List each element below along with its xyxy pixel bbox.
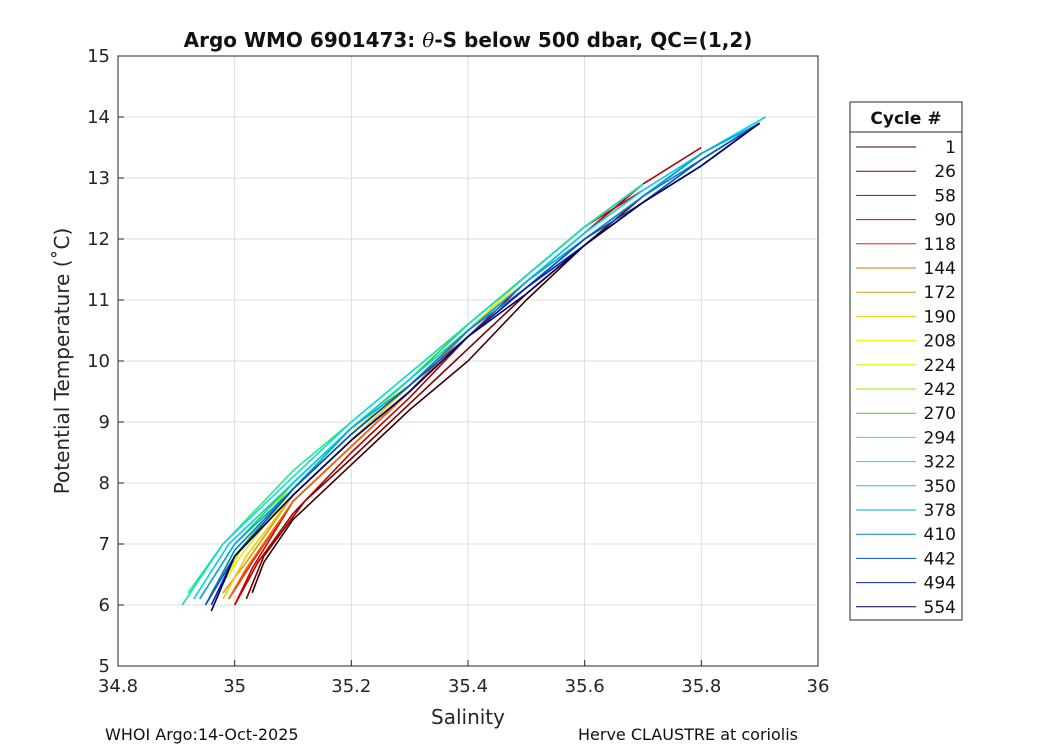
chart-title: Argo WMO 6901473: θ-S below 500 dbar, QC… xyxy=(184,28,753,52)
x-tick-label: 35.6 xyxy=(565,676,605,697)
legend-item: 172 xyxy=(856,283,956,303)
legend-label: 224 xyxy=(924,356,956,376)
y-tick-label: 10 xyxy=(87,351,110,372)
y-tick-label: 6 xyxy=(99,595,110,616)
legend-label: 190 xyxy=(924,307,956,327)
y-tick-label: 8 xyxy=(99,473,110,494)
legend-item: 190 xyxy=(856,307,956,327)
x-tick-label: 35 xyxy=(223,676,246,697)
y-tick-label: 9 xyxy=(99,412,110,433)
legend-item: 442 xyxy=(856,549,956,569)
legend-label: 58 xyxy=(934,186,956,206)
footer-operator: Herve CLAUSTRE at coriolis xyxy=(578,725,798,744)
legend: Cycle # 1 26 58 90 118 144 172 190 208 224 242 270 2… xyxy=(849,101,963,621)
legend-label: 1 xyxy=(945,138,956,158)
y-axis-label: Potential Temperature (˚C) xyxy=(50,228,74,495)
footer-credit: WHOI Argo:14-Oct-2025 xyxy=(105,725,299,744)
legend-item: 26 xyxy=(856,162,956,182)
legend-label: 410 xyxy=(924,525,956,545)
x-tick-label: 34.8 xyxy=(98,676,138,697)
legend-label: 172 xyxy=(924,283,956,303)
legend-label: 554 xyxy=(924,598,956,618)
legend-item: 378 xyxy=(856,501,956,521)
y-tick-label: 7 xyxy=(99,534,110,555)
plot-lines xyxy=(181,116,766,612)
legend-label: 494 xyxy=(924,574,956,594)
legend-box xyxy=(849,101,963,621)
legend-label: 294 xyxy=(924,428,956,448)
x-tick-label: 35.8 xyxy=(681,676,721,697)
series-line-cycle-322 xyxy=(181,183,644,606)
legend-item: 242 xyxy=(856,380,956,400)
legend-label: 26 xyxy=(934,162,956,182)
axis-ticks: 34.8 35 35.2 35.4 35.6 35.8 36 5 6 7 8 9 10 11 12 13 14 1… xyxy=(87,46,829,697)
legend-item: 208 xyxy=(856,332,956,352)
legend-item: 410 xyxy=(856,525,956,545)
legend-item: 58 xyxy=(856,186,956,206)
legend-label: 144 xyxy=(924,259,956,279)
series-line-cycle-554 xyxy=(210,122,761,612)
y-tick-label: 5 xyxy=(99,656,110,677)
x-tick-label: 36 xyxy=(807,676,830,697)
legend-item: 1 xyxy=(856,138,956,158)
legend-label: 118 xyxy=(924,235,956,255)
x-tick-label: 35.2 xyxy=(331,676,371,697)
x-tick-label: 35.4 xyxy=(448,676,488,697)
y-tick-label: 14 xyxy=(87,107,110,128)
legend-item: 494 xyxy=(856,574,956,594)
legend-title: Cycle # xyxy=(870,109,941,129)
y-tick-label: 13 xyxy=(87,168,110,189)
legend-label: 270 xyxy=(924,404,956,424)
legend-item: 270 xyxy=(856,404,956,424)
legend-item: 350 xyxy=(856,477,956,497)
legend-items: 1 26 58 90 118 144 172 190 208 224 242 270 294 322 350… xyxy=(856,138,956,618)
legend-label: 442 xyxy=(924,549,956,569)
series-line-cycle-410 xyxy=(204,122,761,606)
legend-label: 208 xyxy=(924,332,956,352)
legend-label: 90 xyxy=(934,211,956,231)
legend-item: 224 xyxy=(856,356,956,376)
x-axis-label: Salinity xyxy=(431,705,505,729)
legend-item: 554 xyxy=(856,598,956,618)
legend-label: 350 xyxy=(924,477,956,497)
y-tick-label: 11 xyxy=(87,290,110,311)
legend-label: 242 xyxy=(924,380,956,400)
legend-item: 90 xyxy=(856,211,956,231)
y-tick-label: 12 xyxy=(87,229,110,250)
legend-item: 322 xyxy=(856,453,956,473)
y-tick-label: 15 xyxy=(87,46,110,67)
legend-label: 322 xyxy=(924,453,956,473)
legend-item: 294 xyxy=(856,428,956,448)
legend-item: 118 xyxy=(856,235,956,255)
legend-item: 144 xyxy=(856,259,956,279)
legend-label: 378 xyxy=(924,501,956,521)
